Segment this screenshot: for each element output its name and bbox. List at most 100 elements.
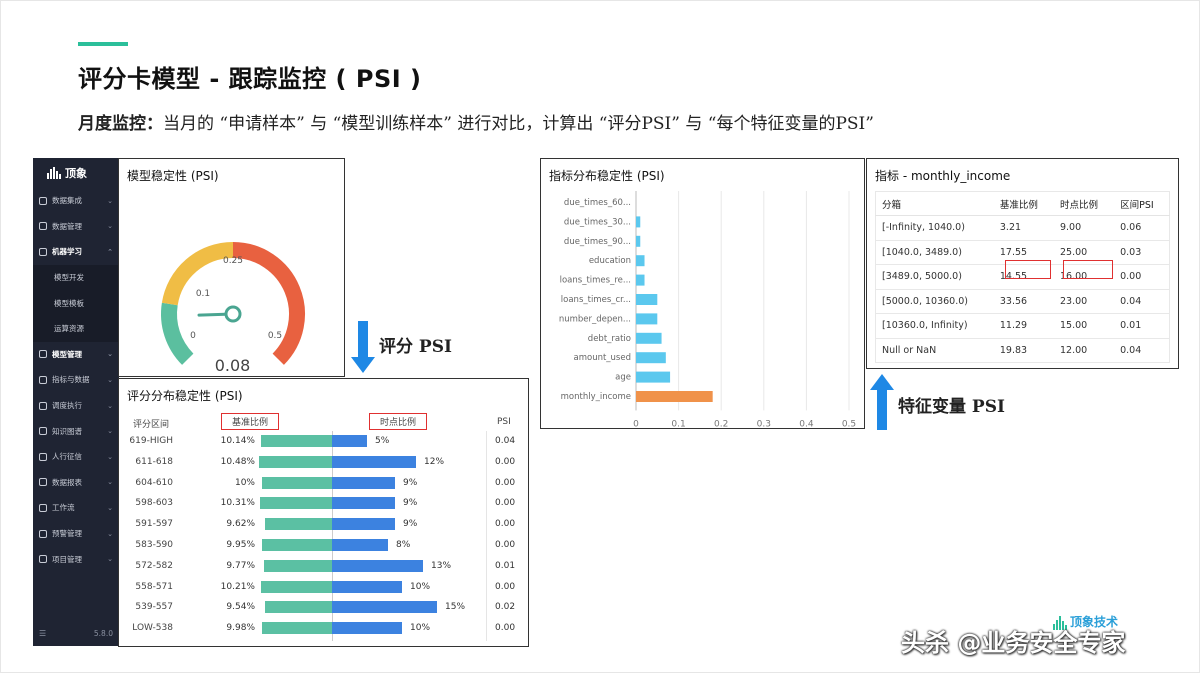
sidebar-item-label: 运算资源 (54, 324, 84, 334)
income-bin-table: 分箱 基准比例 时点比例 区间PSI [-Infinity, 1040.0) 3.… (875, 191, 1170, 363)
base-ratio-label: 9.98% (226, 623, 255, 634)
sidebar-item[interactable]: 数据集成 ⌄ (33, 188, 119, 214)
feature-psi-arrow-icon (870, 374, 894, 430)
indicator-bar (636, 332, 662, 344)
sidebar-item[interactable]: 人行征信 ⌄ (33, 444, 119, 470)
current-ratio-bar (332, 497, 395, 510)
psi-value: 0.00 (495, 581, 516, 592)
app-logo[interactable]: 顶象 (33, 158, 119, 188)
table-cell: 15.00 (1053, 313, 1115, 339)
nav-icon (39, 375, 47, 384)
indicator-bar (636, 352, 666, 364)
version-label: 5.8.0 (93, 629, 113, 638)
sidebar-item[interactable]: 模型开发 (33, 264, 119, 291)
score-range-label: 611-618 (135, 456, 173, 467)
base-ratio-label: 10.48% (220, 456, 255, 467)
watermark: 头杀 @业务安全专家 (901, 629, 1126, 657)
collapse-menu-icon[interactable]: ☰ (39, 629, 47, 638)
nav-icon (39, 350, 47, 359)
table-cell: Null or NaN (875, 338, 994, 363)
psi-value: 0.00 (495, 456, 516, 467)
gauge-tick-label: 0 (190, 331, 196, 341)
nav-icon (39, 247, 47, 256)
sidebar-item-label: 项目管理 (52, 554, 82, 564)
chevron-icon: ⌄ (107, 401, 113, 410)
psi-value: 0.04 (495, 436, 516, 446)
logo-text: 顶象 (65, 167, 87, 180)
sidebar-item[interactable]: 项目管理 ⌄ (33, 546, 119, 572)
current-ratio-label: 10% (410, 581, 431, 592)
y-category-label: monthly_income (561, 392, 631, 402)
table-row: [3489.0, 5000.0) 14.55 16.00 0.00 (875, 264, 1170, 290)
base-ratio-bar (262, 476, 332, 489)
sidebar-item-label: 模型开发 (54, 273, 84, 283)
sidebar-item[interactable]: 机器学习 ⌃ (33, 239, 119, 265)
score-range-label: 583-590 (135, 540, 173, 550)
current-ratio-label: 15% (445, 602, 466, 613)
sidebar-item[interactable]: 调度执行 ⌄ (33, 393, 119, 419)
sidebar-item-label: 调度执行 (52, 401, 82, 411)
y-category-label: age (615, 373, 631, 383)
base-ratio-label: 10% (234, 477, 255, 488)
gauge-tick-label: 0.5 (268, 331, 282, 341)
current-ratio-bar (332, 476, 395, 489)
nav-icon (39, 452, 47, 461)
subtitle-text: 当月的 “申请样本” 与 “模型训练样本” 进行对比，计算出 “评分PSI” 与… (163, 114, 874, 134)
nav-icon (39, 196, 47, 205)
table-cell: 0.04 (1114, 338, 1170, 363)
chevron-icon: ⌃ (107, 247, 113, 256)
table-cell: [1040.0, 3489.0) (875, 240, 994, 265)
table-cell: 33.56 (993, 289, 1054, 314)
table-cell: 3.21 (993, 215, 1054, 241)
current-ratio-label: 13% (431, 560, 452, 571)
gauge-tick-label: 0.1 (196, 289, 210, 299)
sidebar-item[interactable]: 指标与数据 ⌄ (33, 367, 119, 393)
sidebar-item[interactable]: 模型模板 (33, 290, 119, 316)
table-cell: [10360.0, Infinity) (875, 313, 994, 339)
header-range: 评分区间 (133, 420, 170, 430)
sidebar-item[interactable]: 数据报表 ⌄ (33, 470, 119, 496)
sidebar-item[interactable]: 数据管理 ⌄ (33, 214, 119, 240)
current-ratio-label: 8% (396, 540, 411, 550)
current-ratio-bar (332, 455, 416, 468)
table-cell: 16.00 (1053, 264, 1115, 290)
sidebar-item[interactable]: 运算资源 (33, 315, 119, 342)
chevron-icon: ⌄ (107, 222, 113, 231)
sidebar-item[interactable]: 工作流 ⌄ (33, 495, 119, 521)
feature-psi-label: 特征变量 PSI (898, 397, 1005, 417)
sidebar-item[interactable]: 预警管理 ⌄ (33, 521, 119, 547)
psi-gauge: 0 0.1 0.25 0.5 (161, 242, 305, 365)
table-row: Null or NaN 19.83 12.00 0.04 (875, 338, 1170, 363)
sidebar-nav: 数据集成 ⌄ 数据管理 ⌄ 机器学习 ⌃ 模型开发 模型模板 运算资源 模型管理 ⌄ 指标与数据 ⌄ 调度… (33, 188, 119, 572)
current-ratio-bar (332, 518, 395, 531)
base-ratio-bar (264, 518, 332, 531)
footer-logo-icon (1053, 616, 1067, 630)
current-ratio-label: 10% (410, 623, 431, 634)
nav-icon (39, 222, 47, 231)
footer-logo: 顶象技术 (1053, 613, 1118, 630)
indicator-bar (636, 255, 645, 267)
psi-value: 0.02 (495, 602, 516, 613)
score-range-label: LOW-538 (132, 623, 173, 634)
current-ratio-label: 9% (403, 498, 418, 509)
indicator-bar (636, 235, 641, 247)
sidebar-item-label: 预警管理 (52, 529, 82, 539)
psi-value: 0.00 (495, 540, 516, 550)
sidebar-item[interactable]: 知识图谱 ⌄ (33, 418, 119, 444)
y-category-label: due_times_30... (564, 217, 631, 227)
nav-icon (39, 401, 47, 410)
sidebar-item-label: 数据报表 (52, 477, 82, 487)
indicator-bar (636, 313, 658, 325)
table-cell: 12.00 (1053, 338, 1115, 363)
sidebar-item-label: 人行征信 (52, 452, 82, 462)
current-ratio-label: 9% (403, 477, 418, 488)
table-row: [10360.0, Infinity) 11.29 15.00 0.01 (875, 313, 1170, 339)
current-ratio-bar (332, 601, 437, 614)
chevron-icon: ⌄ (107, 196, 113, 205)
score-table-title: 评分分布稳定性 (PSI) (127, 389, 243, 403)
gauge-tick-label: 0.25 (223, 256, 243, 266)
indicator-bar (636, 371, 671, 383)
sidebar-item[interactable]: 模型管理 ⌄ (33, 342, 119, 368)
indicator-distribution-panel: 指标分布稳定性 (PSI) 0 0.1 0.2 0.3 0.4 0.5 due_times_… (540, 158, 865, 429)
psi-column-divider (486, 431, 487, 641)
